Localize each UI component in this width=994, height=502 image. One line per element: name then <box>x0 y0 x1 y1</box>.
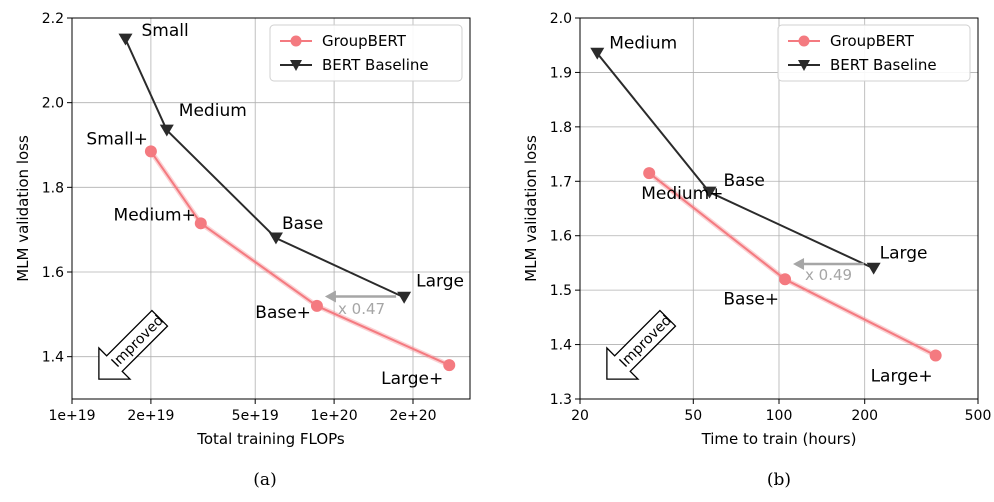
x-tick-label: 1e+20 <box>311 408 358 424</box>
y-tick-label: 1.7 <box>550 174 572 190</box>
y-tick-label: 1.3 <box>550 392 572 408</box>
groupbert-point <box>929 349 942 362</box>
series-band-groupbert <box>148 149 451 368</box>
chart-panel-1: 1e+19 2e+19 5e+19 1e+20 2e+20 1.4 1.6 1.8 2.0 2.2… <box>14 11 471 490</box>
improved-arrow-shape <box>606 309 677 380</box>
point-label: Medium <box>609 33 677 53</box>
bert-baseline-point <box>590 47 605 60</box>
x-tick-label: 100 <box>766 408 793 424</box>
legend: GroupBERT BERT Baseline <box>269 24 463 82</box>
speedup-arrow-head <box>793 258 805 271</box>
point-label: Large <box>416 271 464 291</box>
x-tick-label: 2e+20 <box>389 408 436 424</box>
series-line-groupbert <box>150 150 450 367</box>
x-axis-label: Total training FLOPs <box>196 430 345 448</box>
bert-baseline-point <box>268 232 283 245</box>
point-label: Large+ <box>871 366 933 386</box>
figure-caption: (b) <box>767 470 791 490</box>
y-tick-label: 1.5 <box>550 283 572 299</box>
point-label: Base+ <box>723 289 779 309</box>
plot-area <box>118 33 456 372</box>
y-tick-label: 1.9 <box>550 65 572 81</box>
x-tick-label: 2e+19 <box>127 408 174 424</box>
x-tick-label: 50 <box>684 408 702 424</box>
bert-baseline-point <box>159 124 174 137</box>
groupbert-point <box>310 299 323 312</box>
figure-caption: (a) <box>253 470 276 490</box>
legend: GroupBERT BERT Baseline <box>777 24 971 82</box>
point-label: Base <box>723 171 764 191</box>
speedup-label: x 0.47 <box>338 300 385 318</box>
x-axis-label: Time to train (hours) <box>701 430 857 448</box>
plot-frame <box>579 17 979 400</box>
x-tick-label: 200 <box>851 408 878 424</box>
y-tick-label: 1.8 <box>550 120 572 136</box>
y-tick-label: 1.4 <box>42 350 64 366</box>
x-tick-label: 5e+19 <box>232 408 279 424</box>
bert-baseline-point <box>866 262 881 275</box>
bert-baseline-point <box>397 291 412 304</box>
point-label: Medium+ <box>641 184 723 204</box>
plot-area <box>590 47 942 362</box>
point-label: Base+ <box>255 303 311 323</box>
improved-arrow-shape <box>98 309 169 380</box>
y-axis-label: MLM validation loss <box>14 135 32 282</box>
improved-arrow: Improved <box>98 309 169 380</box>
y-tick-label: 2.0 <box>550 11 572 27</box>
series-line-bert-baseline <box>124 38 405 299</box>
groupbert-point <box>643 167 656 180</box>
point-label: Medium+ <box>114 205 196 225</box>
point-label: Small <box>141 21 188 41</box>
legend-entry: BERT Baseline <box>830 56 937 74</box>
x-tick-label: 20 <box>571 408 589 424</box>
legend-marker-bert-baseline <box>290 60 302 71</box>
y-tick-label: 2.0 <box>42 96 64 112</box>
legend-box <box>269 24 463 82</box>
point-label: Small+ <box>86 129 147 149</box>
speedup-label: x 0.49 <box>805 266 852 284</box>
groupbert-point <box>194 217 207 230</box>
series-line-bert-baseline <box>596 52 875 270</box>
point-label: Large <box>880 243 928 263</box>
y-tick-label: 2.2 <box>42 11 64 27</box>
groupbert-point <box>443 359 456 372</box>
improved-label: Improved <box>109 312 167 370</box>
point-label: Medium <box>179 101 247 121</box>
y-tick-label: 1.6 <box>550 229 572 245</box>
improved-arrow: Improved <box>606 309 677 380</box>
legend-entry: GroupBERT <box>830 32 915 50</box>
y-tick-label: 1.8 <box>42 180 64 196</box>
improved-label: Improved <box>617 312 675 370</box>
legend-marker-groupbert <box>798 35 810 47</box>
y-tick-label: 1.6 <box>42 265 64 281</box>
bert-baseline-point <box>702 186 717 199</box>
x-tick-label: 500 <box>965 408 992 424</box>
legend-marker-bert-baseline <box>798 60 810 71</box>
groupbert-point <box>144 145 157 158</box>
chart-panel-2: 20 50 100 200 500 1.3 1.4 1.5 1.6 1.7 1.8 1.9 2.0 Tim… <box>522 11 991 490</box>
legend-entry: GroupBERT <box>322 32 407 50</box>
x-tick-label: 1e+19 <box>48 408 95 424</box>
legend-box <box>777 24 971 82</box>
point-label: Large+ <box>381 369 443 389</box>
legend-marker-groupbert <box>290 35 302 47</box>
y-axis-label: MLM validation loss <box>522 135 540 282</box>
groupbert-point <box>779 273 792 286</box>
point-label: Base <box>282 214 323 234</box>
bert-baseline-point <box>118 33 133 46</box>
legend-entry: BERT Baseline <box>322 56 429 74</box>
speedup-arrow-head <box>324 290 336 303</box>
y-tick-label: 1.4 <box>550 338 572 354</box>
plot-frame <box>71 17 471 400</box>
